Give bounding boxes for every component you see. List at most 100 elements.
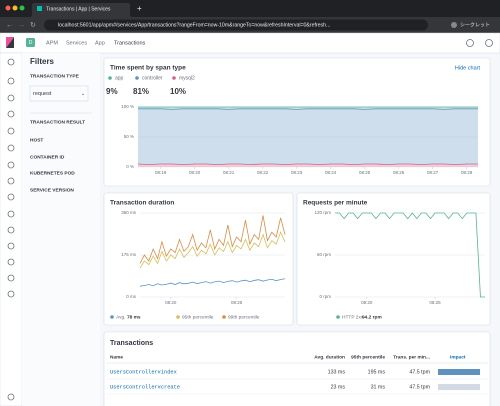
table-cell: 195 ms	[368, 369, 386, 375]
x-tick-label: 08:24	[325, 170, 337, 175]
chart-title: Time spent by span type	[110, 65, 186, 72]
nav-icon[interactable]	[7, 274, 15, 282]
nav-icon[interactable]	[7, 177, 15, 185]
breadcrumb[interactable]: Services	[66, 40, 87, 46]
y-tick-label: 0 %	[126, 164, 134, 169]
y-tick-label: 120 rpm	[314, 210, 331, 215]
table-cell: 47.5 tpm	[409, 369, 430, 375]
line	[335, 212, 485, 298]
y-tick-label: 0 ms	[126, 294, 137, 299]
nav-icon[interactable]	[7, 58, 15, 66]
nav-icon[interactable]	[7, 226, 15, 234]
breadcrumb[interactable]: App	[95, 40, 105, 46]
x-tick-label: 08:20	[361, 300, 373, 305]
nav-icon[interactable]	[7, 290, 15, 298]
panel	[103, 57, 491, 187]
back-button[interactable]: ←	[6, 22, 13, 29]
close-button[interactable]	[5, 5, 11, 11]
legend-swatch	[110, 315, 114, 319]
active-tab[interactable]	[30, 3, 132, 17]
select-arrow: ⌄	[81, 91, 85, 97]
x-tick-label: 08:20	[165, 300, 177, 305]
filter-section[interactable]: SERVICE VERSION	[30, 187, 74, 193]
impact-bar	[438, 384, 446, 390]
legend-label: 95th percentile	[182, 314, 214, 320]
column-header: Avg. duration	[314, 354, 345, 360]
nav-icon[interactable]	[7, 77, 15, 85]
legend-swatch	[135, 76, 139, 80]
minimize-button[interactable]	[12, 5, 18, 11]
legend-label: 99th percentile	[228, 314, 260, 320]
address-bar[interactable]	[44, 19, 428, 31]
legend-value: 81%	[133, 87, 149, 96]
nav-icon[interactable]	[7, 161, 15, 169]
legend-label: Avg.	[116, 314, 126, 320]
zoom-button[interactable]	[19, 5, 25, 11]
line	[139, 278, 286, 287]
x-tick-label: 08:23	[291, 170, 303, 175]
line	[139, 215, 286, 264]
legend-label: mysql2	[179, 75, 195, 81]
new-tab[interactable]: +	[137, 4, 142, 13]
x-tick-label: 08:21	[223, 170, 235, 175]
impact-track	[438, 384, 480, 390]
nav-icon[interactable]	[7, 127, 15, 135]
line	[139, 231, 286, 269]
nav-icon[interactable]	[7, 393, 15, 401]
profile-icon[interactable]	[451, 22, 457, 28]
table-cell: 133 ms	[328, 369, 346, 375]
tab-icon	[37, 6, 42, 11]
nav-icon[interactable]	[7, 110, 15, 118]
type-select[interactable]	[29, 85, 89, 102]
nav-icon[interactable]	[7, 94, 15, 102]
x-tick-label: 08:20	[189, 170, 201, 175]
nav-icon[interactable]	[7, 258, 15, 266]
filter-section[interactable]: CONTAINER ID	[30, 154, 65, 160]
hide-chart-link[interactable]: Hide chart	[455, 65, 481, 71]
area-edge	[138, 108, 478, 110]
news-icon[interactable]	[485, 39, 493, 47]
impact-bar	[438, 369, 480, 375]
legend-swatch	[108, 76, 112, 80]
nav-icon[interactable]	[7, 193, 15, 201]
panel	[103, 331, 491, 406]
filter-label: TRANSACTION TYPE	[30, 73, 80, 79]
filter-section[interactable]: TRANSACTION RESULT	[30, 119, 85, 125]
legend-swatch	[172, 76, 176, 80]
nav-icon[interactable]	[7, 242, 15, 250]
space-initial: D	[29, 40, 33, 46]
legend-swatch	[336, 315, 340, 319]
chart-title: Requests per minute	[303, 200, 368, 207]
reload-button[interactable]: ↻	[30, 22, 36, 29]
forward-button[interactable]: →	[18, 22, 25, 29]
legend-value: 94.2 rpm	[362, 314, 382, 320]
legend-label: controller	[142, 75, 163, 81]
y-tick-label: 50 %	[124, 134, 134, 139]
legend-value: 78 ms	[127, 314, 141, 320]
legend-value: 9%	[106, 87, 118, 96]
area	[138, 107, 478, 110]
filter-section[interactable]: KUBERNETES POD	[30, 170, 75, 176]
area	[138, 164, 478, 167]
transaction-link[interactable]: UsersController#index	[110, 369, 177, 375]
y-tick-label: 175 ms	[121, 252, 137, 257]
table-cell: 47.5 tpm	[409, 384, 430, 390]
filter-section[interactable]: HOST	[30, 137, 43, 143]
kibana-logo-part	[6, 37, 14, 48]
legend-label: app	[115, 75, 124, 81]
column-header: Name	[110, 354, 123, 360]
y-tick-label: 60 rpm	[317, 252, 331, 257]
x-tick-label: 08:19	[155, 170, 167, 175]
nav-icon[interactable]	[7, 210, 15, 218]
url: localhost:5601/app/apm#/services/App/tra…	[58, 23, 330, 29]
space-avatar[interactable]	[26, 38, 35, 47]
table-cell: 23 ms	[331, 384, 346, 390]
transaction-link[interactable]: UsersController#create	[110, 384, 180, 390]
breadcrumb[interactable]: APM	[46, 40, 58, 46]
help-icon[interactable]	[466, 39, 474, 47]
column-header: Trans. per min...	[393, 354, 430, 360]
nav-icon[interactable]	[7, 144, 15, 152]
column-header: 95th percentile	[351, 354, 385, 360]
filters-title: Filters	[30, 57, 55, 66]
